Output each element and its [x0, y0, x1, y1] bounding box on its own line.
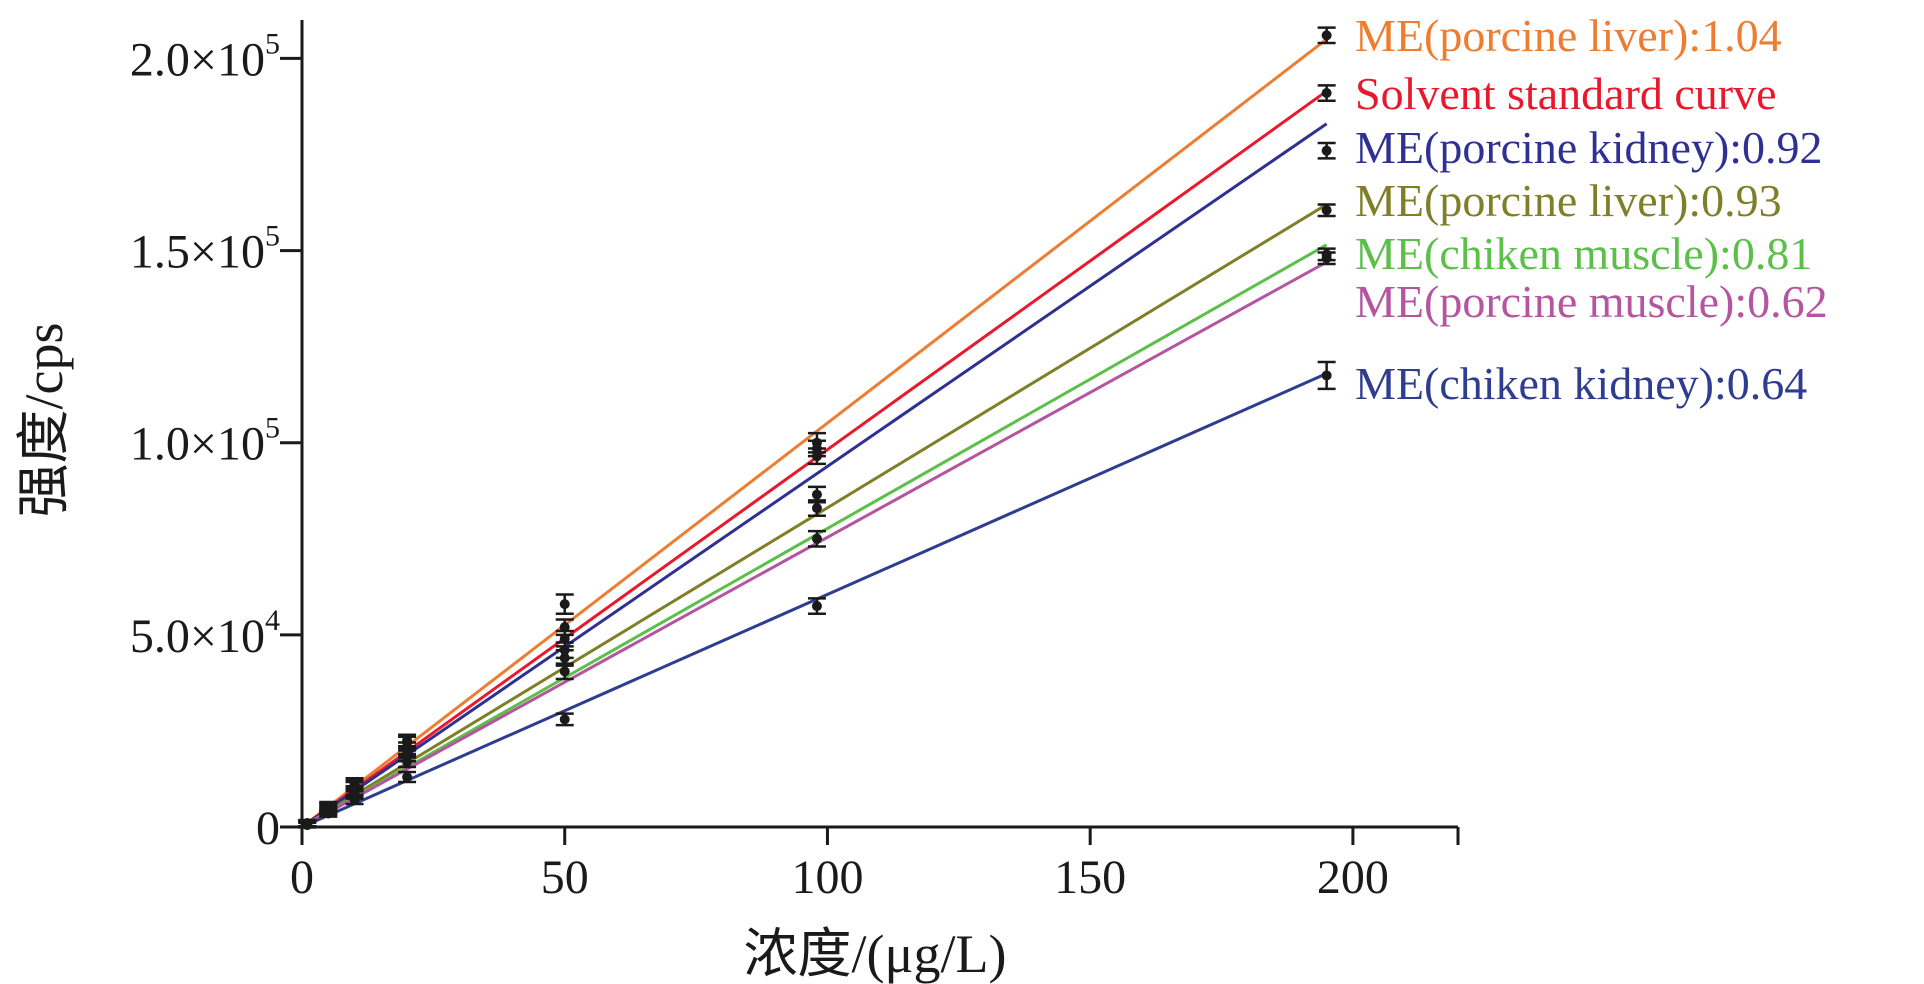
x-ticks: 0 50 100 150 200 — [290, 827, 1460, 904]
legend-label: ME(chiken kidney):0.64 — [1355, 358, 1807, 409]
y-tick-label-exponent: 5 — [265, 412, 280, 445]
legend-label: ME(porcine liver):0.93 — [1355, 175, 1782, 226]
plot-area — [298, 26, 1336, 831]
data-point — [811, 533, 822, 544]
data-point — [811, 601, 822, 612]
y-tick-label-exponent: 4 — [265, 604, 280, 637]
data-point — [559, 599, 570, 610]
data-point — [559, 622, 570, 633]
data-point — [323, 808, 334, 819]
data-point — [811, 503, 822, 514]
data-point — [349, 795, 360, 806]
legend-label: ME(porcine liver):1.04 — [1355, 10, 1782, 61]
data-point — [1321, 205, 1332, 216]
data-point — [559, 666, 570, 677]
data-point — [1321, 253, 1332, 264]
data-point — [1321, 30, 1332, 41]
data-point — [811, 451, 822, 462]
data-point — [402, 772, 413, 783]
legend-label: ME(porcine muscle):0.62 — [1355, 276, 1828, 327]
data-point — [1321, 370, 1332, 381]
data-point — [811, 443, 822, 454]
y-tick-label: 2.0×105 — [130, 27, 280, 86]
x-tick-label: 0 — [290, 851, 314, 904]
y-tick-label: 1.0×105 — [130, 412, 280, 471]
y-tick-label-exponent: 5 — [265, 27, 280, 60]
data-point — [811, 489, 822, 500]
data-point — [302, 820, 313, 831]
x-axis-title: 浓度/(μg/L) — [744, 924, 1007, 984]
x-tick-label: 50 — [541, 851, 589, 904]
legend-label: ME(porcine kidney):0.92 — [1355, 122, 1823, 173]
data-point — [559, 714, 570, 725]
data-points — [302, 30, 1332, 831]
series-line — [301, 122, 1328, 829]
y-tick-label-mantissa: 1.5×10 — [130, 226, 265, 279]
y-tick-label-mantissa: 2.0×10 — [130, 33, 265, 86]
y-tick-label-exponent: 5 — [265, 220, 280, 253]
x-tick-label: 200 — [1317, 851, 1389, 904]
data-point — [402, 756, 413, 767]
y-tick-label: 1.5×105 — [130, 220, 280, 279]
data-point — [1321, 88, 1332, 99]
series-line — [301, 372, 1328, 829]
y-tick-label-mantissa: 0 — [256, 802, 280, 855]
x-tick-label: 150 — [1054, 851, 1126, 904]
legend: ME(porcine liver):1.04 Solvent standard c… — [1355, 10, 1828, 409]
data-point — [559, 645, 570, 656]
y-tick-label-mantissa: 1.0×10 — [130, 418, 265, 471]
data-point — [559, 652, 570, 663]
legend-label: Solvent standard curve — [1355, 68, 1777, 119]
data-point — [559, 633, 570, 644]
x-tick-label: 100 — [791, 851, 863, 904]
series-line — [301, 260, 1328, 829]
y-axis-title: 强度/cps — [14, 323, 74, 518]
y-tick-label: 5.0×104 — [130, 604, 280, 663]
legend-label: ME(chiken muscle):0.81 — [1355, 228, 1812, 279]
data-point — [1321, 145, 1332, 156]
y-tick-label-mantissa: 5.0×10 — [130, 610, 265, 663]
y-tick-label: 0 — [256, 802, 280, 855]
